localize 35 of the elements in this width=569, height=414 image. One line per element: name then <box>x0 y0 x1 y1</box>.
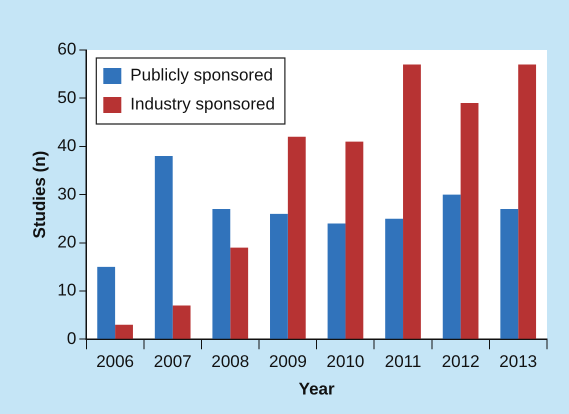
bar <box>288 136 306 339</box>
y-tick-label: 40 <box>57 136 76 156</box>
legend-label: Publicly sponsored <box>130 66 274 85</box>
y-axis-title: Studies (n) <box>30 150 49 239</box>
x-tick-label: 2008 <box>211 352 250 372</box>
bar <box>212 209 230 339</box>
x-tick-label: 2012 <box>442 352 480 372</box>
bar <box>345 142 364 339</box>
x-tick-label: 2010 <box>326 352 364 372</box>
y-tick-label: 50 <box>57 88 76 107</box>
x-tick-label: 2013 <box>499 352 538 372</box>
bar <box>460 103 478 339</box>
x-tick-label: 2007 <box>154 352 192 372</box>
x-tick-label: 2009 <box>268 352 307 372</box>
x-tick-label: 2006 <box>96 352 134 372</box>
x-tick-label: 2011 <box>384 352 422 372</box>
y-tick-label: 10 <box>57 280 76 300</box>
bar <box>115 324 133 339</box>
bar <box>518 64 536 339</box>
bar <box>385 218 404 339</box>
bar <box>442 194 461 339</box>
legend-label: Industry sponsored <box>130 94 275 114</box>
bar <box>328 224 346 339</box>
bar <box>97 266 116 339</box>
bar <box>500 209 518 339</box>
y-tick-label: 30 <box>57 184 76 204</box>
y-tick-label: 20 <box>57 232 76 252</box>
bar <box>270 214 288 339</box>
bar <box>403 64 421 339</box>
bar <box>172 305 191 339</box>
bar <box>230 248 248 339</box>
bar <box>154 156 173 339</box>
y-tick-label: 60 <box>57 40 76 59</box>
x-axis-title: Year <box>298 379 335 398</box>
y-tick-label: 0 <box>66 328 76 348</box>
